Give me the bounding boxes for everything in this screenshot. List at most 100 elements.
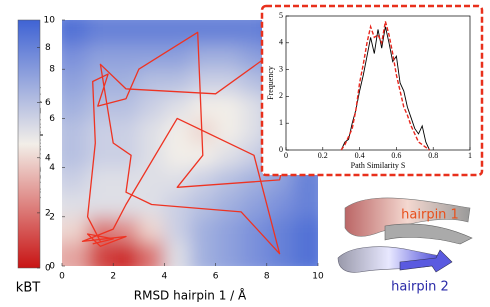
heat-cell xyxy=(138,20,165,46)
x-tick-label: 4 xyxy=(162,272,168,282)
inset-x-tick-label: 0.6 xyxy=(391,151,401,160)
heat-cell xyxy=(113,20,140,46)
inset-frame xyxy=(260,4,484,177)
protein-cartoon: hairpin 1 hairpin 2 xyxy=(337,197,473,295)
heat-cell xyxy=(164,44,191,70)
inset-x-tick-label: 0.8 xyxy=(428,151,438,160)
heat-cell xyxy=(215,93,242,119)
trajectory xyxy=(81,31,306,255)
inset-y-tick-label: 2 xyxy=(279,91,283,100)
inset-axes xyxy=(285,15,471,151)
x-tick-label: 8 xyxy=(264,272,270,282)
heat-cell xyxy=(62,44,89,70)
heat-cell xyxy=(138,167,165,193)
colorbar-tick-label: 0 xyxy=(45,264,51,274)
heat-cell xyxy=(215,192,242,218)
heat-cell xyxy=(164,167,191,193)
inset-line xyxy=(340,21,430,151)
heat-cell xyxy=(87,143,114,169)
inset-y-tick-label: 1 xyxy=(279,118,283,127)
heat-cell xyxy=(138,216,165,242)
heat-cell xyxy=(215,118,242,144)
heat-cell xyxy=(164,20,191,46)
heat-cell xyxy=(138,118,165,144)
colorbar-label: kBT xyxy=(16,281,40,296)
heat-cell xyxy=(292,216,318,242)
heat-cell xyxy=(138,93,165,119)
heat-cell xyxy=(113,118,140,144)
x-tick-label: 6 xyxy=(213,272,219,282)
heat-cell xyxy=(215,216,242,242)
heat-cell xyxy=(215,241,242,266)
heat-cell xyxy=(215,20,242,46)
heat-cell xyxy=(62,241,89,266)
inset-y-tick-label: 0 xyxy=(279,145,283,154)
x-axis-label: RMSD hairpin 1 / Å xyxy=(134,288,247,303)
inset-y-label: Frequency xyxy=(266,66,275,100)
heat-cell xyxy=(164,241,191,266)
heat-cell xyxy=(113,241,140,266)
heat-cell xyxy=(62,69,89,95)
y-tick-label: 8 xyxy=(49,65,55,75)
heat-cell xyxy=(138,241,165,266)
trajectory-layer xyxy=(81,31,306,255)
inset-x-tick-label: 0.2 xyxy=(318,151,328,160)
inset: Path Similarity S Frequency 0 0.2 0.4 0.6 0.… xyxy=(260,4,484,177)
heat-cell xyxy=(62,167,89,193)
heat-cell xyxy=(190,20,217,46)
colorbar-tick-label: 2 xyxy=(45,208,51,218)
heat-cell xyxy=(62,20,89,46)
arrow xyxy=(399,249,453,273)
hairpin-2-label: hairpin 2 xyxy=(391,280,449,295)
x-tick-label: 2 xyxy=(110,272,116,282)
heat-cell xyxy=(190,216,217,242)
heat-cell xyxy=(164,192,191,218)
heat-cell xyxy=(292,241,318,266)
inset-x-tick-label: 0 xyxy=(284,151,288,160)
heat-cell xyxy=(190,44,217,70)
inset-y-tick-label: 5 xyxy=(279,11,283,20)
y-tick-label: 4 xyxy=(49,163,55,173)
heat-cell xyxy=(87,241,114,266)
heat-cell xyxy=(113,69,140,95)
heat-cell xyxy=(62,216,89,242)
y-tick-label: 6 xyxy=(49,114,55,124)
x-tick-label: 10 xyxy=(312,272,324,282)
heat-cell xyxy=(164,93,191,119)
colorbar xyxy=(17,19,41,269)
inset-x-label: Path Similarity S xyxy=(351,161,406,170)
heat-cell xyxy=(215,143,242,169)
inset-x-tick-label: 0.4 xyxy=(355,151,365,160)
heat-cell xyxy=(190,192,217,218)
heat-cell xyxy=(292,192,318,218)
heat-cell xyxy=(190,167,217,193)
inset-x-tick-label: 1 xyxy=(468,151,472,160)
heat-cell xyxy=(113,143,140,169)
strand xyxy=(384,223,473,245)
heat-cell xyxy=(87,192,114,218)
heat-cell xyxy=(164,118,191,144)
inset-y-tick-label: 3 xyxy=(279,64,283,73)
heat-cell xyxy=(164,216,191,242)
y-tick-label: 0 xyxy=(49,262,55,272)
heat-cell xyxy=(113,44,140,70)
heat-cell xyxy=(241,192,268,218)
x-tick-label: 0 xyxy=(59,272,65,282)
y-tick-label: 2 xyxy=(49,212,55,222)
heat-cell xyxy=(215,167,242,193)
colorbar-tick-label: 4 xyxy=(45,153,51,163)
hairpin-1-label: hairpin 1 xyxy=(401,208,459,223)
heat-cell xyxy=(241,241,268,266)
heat-cell xyxy=(190,241,217,266)
heat-cell xyxy=(62,192,89,218)
heat-cell xyxy=(164,69,191,95)
colorbar-tick-label: 6 xyxy=(45,98,51,108)
heat-cell xyxy=(62,93,89,119)
heat-cell xyxy=(266,192,293,218)
heat-cell xyxy=(62,118,89,144)
inset-y-tick-label: 4 xyxy=(279,38,283,47)
heat-cell xyxy=(138,44,165,70)
heat-cell xyxy=(87,20,114,46)
heat-cell xyxy=(266,241,293,266)
heat-cell xyxy=(190,69,217,95)
